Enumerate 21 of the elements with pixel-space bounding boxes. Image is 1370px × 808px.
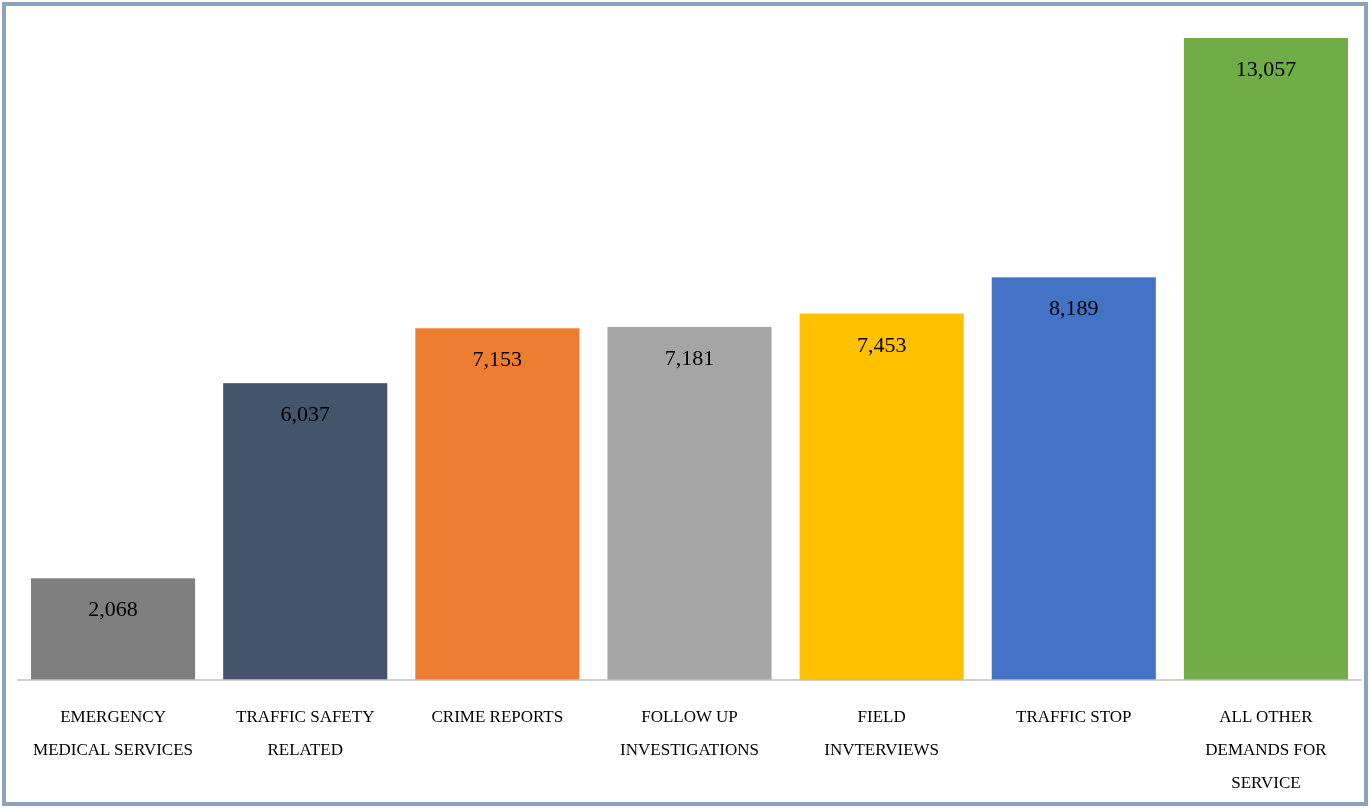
x-tick-label: TRAFFIC SAFETY RELATED [236,707,375,759]
data-label: 6,037 [280,401,330,427]
bar [607,326,772,680]
data-label: 7,153 [472,346,523,372]
bar [991,277,1156,680]
bar [223,383,388,680]
x-tick-label: FOLLOW UP INVESTIGATIONS [620,707,759,759]
x-tick-label: FIELD INVTERVIEWS [824,707,940,759]
data-label: 13,057 [1235,56,1297,81]
x-tick-label: CRIME REPORTS [431,707,564,726]
bar [799,313,964,680]
data-label: 8,189 [1049,295,1099,321]
bar [415,328,580,680]
data-label: 2,068 [88,596,138,622]
x-tick-label: ALL OTHER DEMANDS FOR SERVICE [1205,707,1328,792]
data-label: 7,453 [856,331,907,357]
bar [1183,38,1348,680]
bar [31,578,196,680]
x-tick-label: EMERGENCY MEDICAL SERVICES [33,707,194,759]
data-label: 7,181 [664,344,715,370]
x-tick-label: TRAFFIC STOP [1016,707,1132,726]
